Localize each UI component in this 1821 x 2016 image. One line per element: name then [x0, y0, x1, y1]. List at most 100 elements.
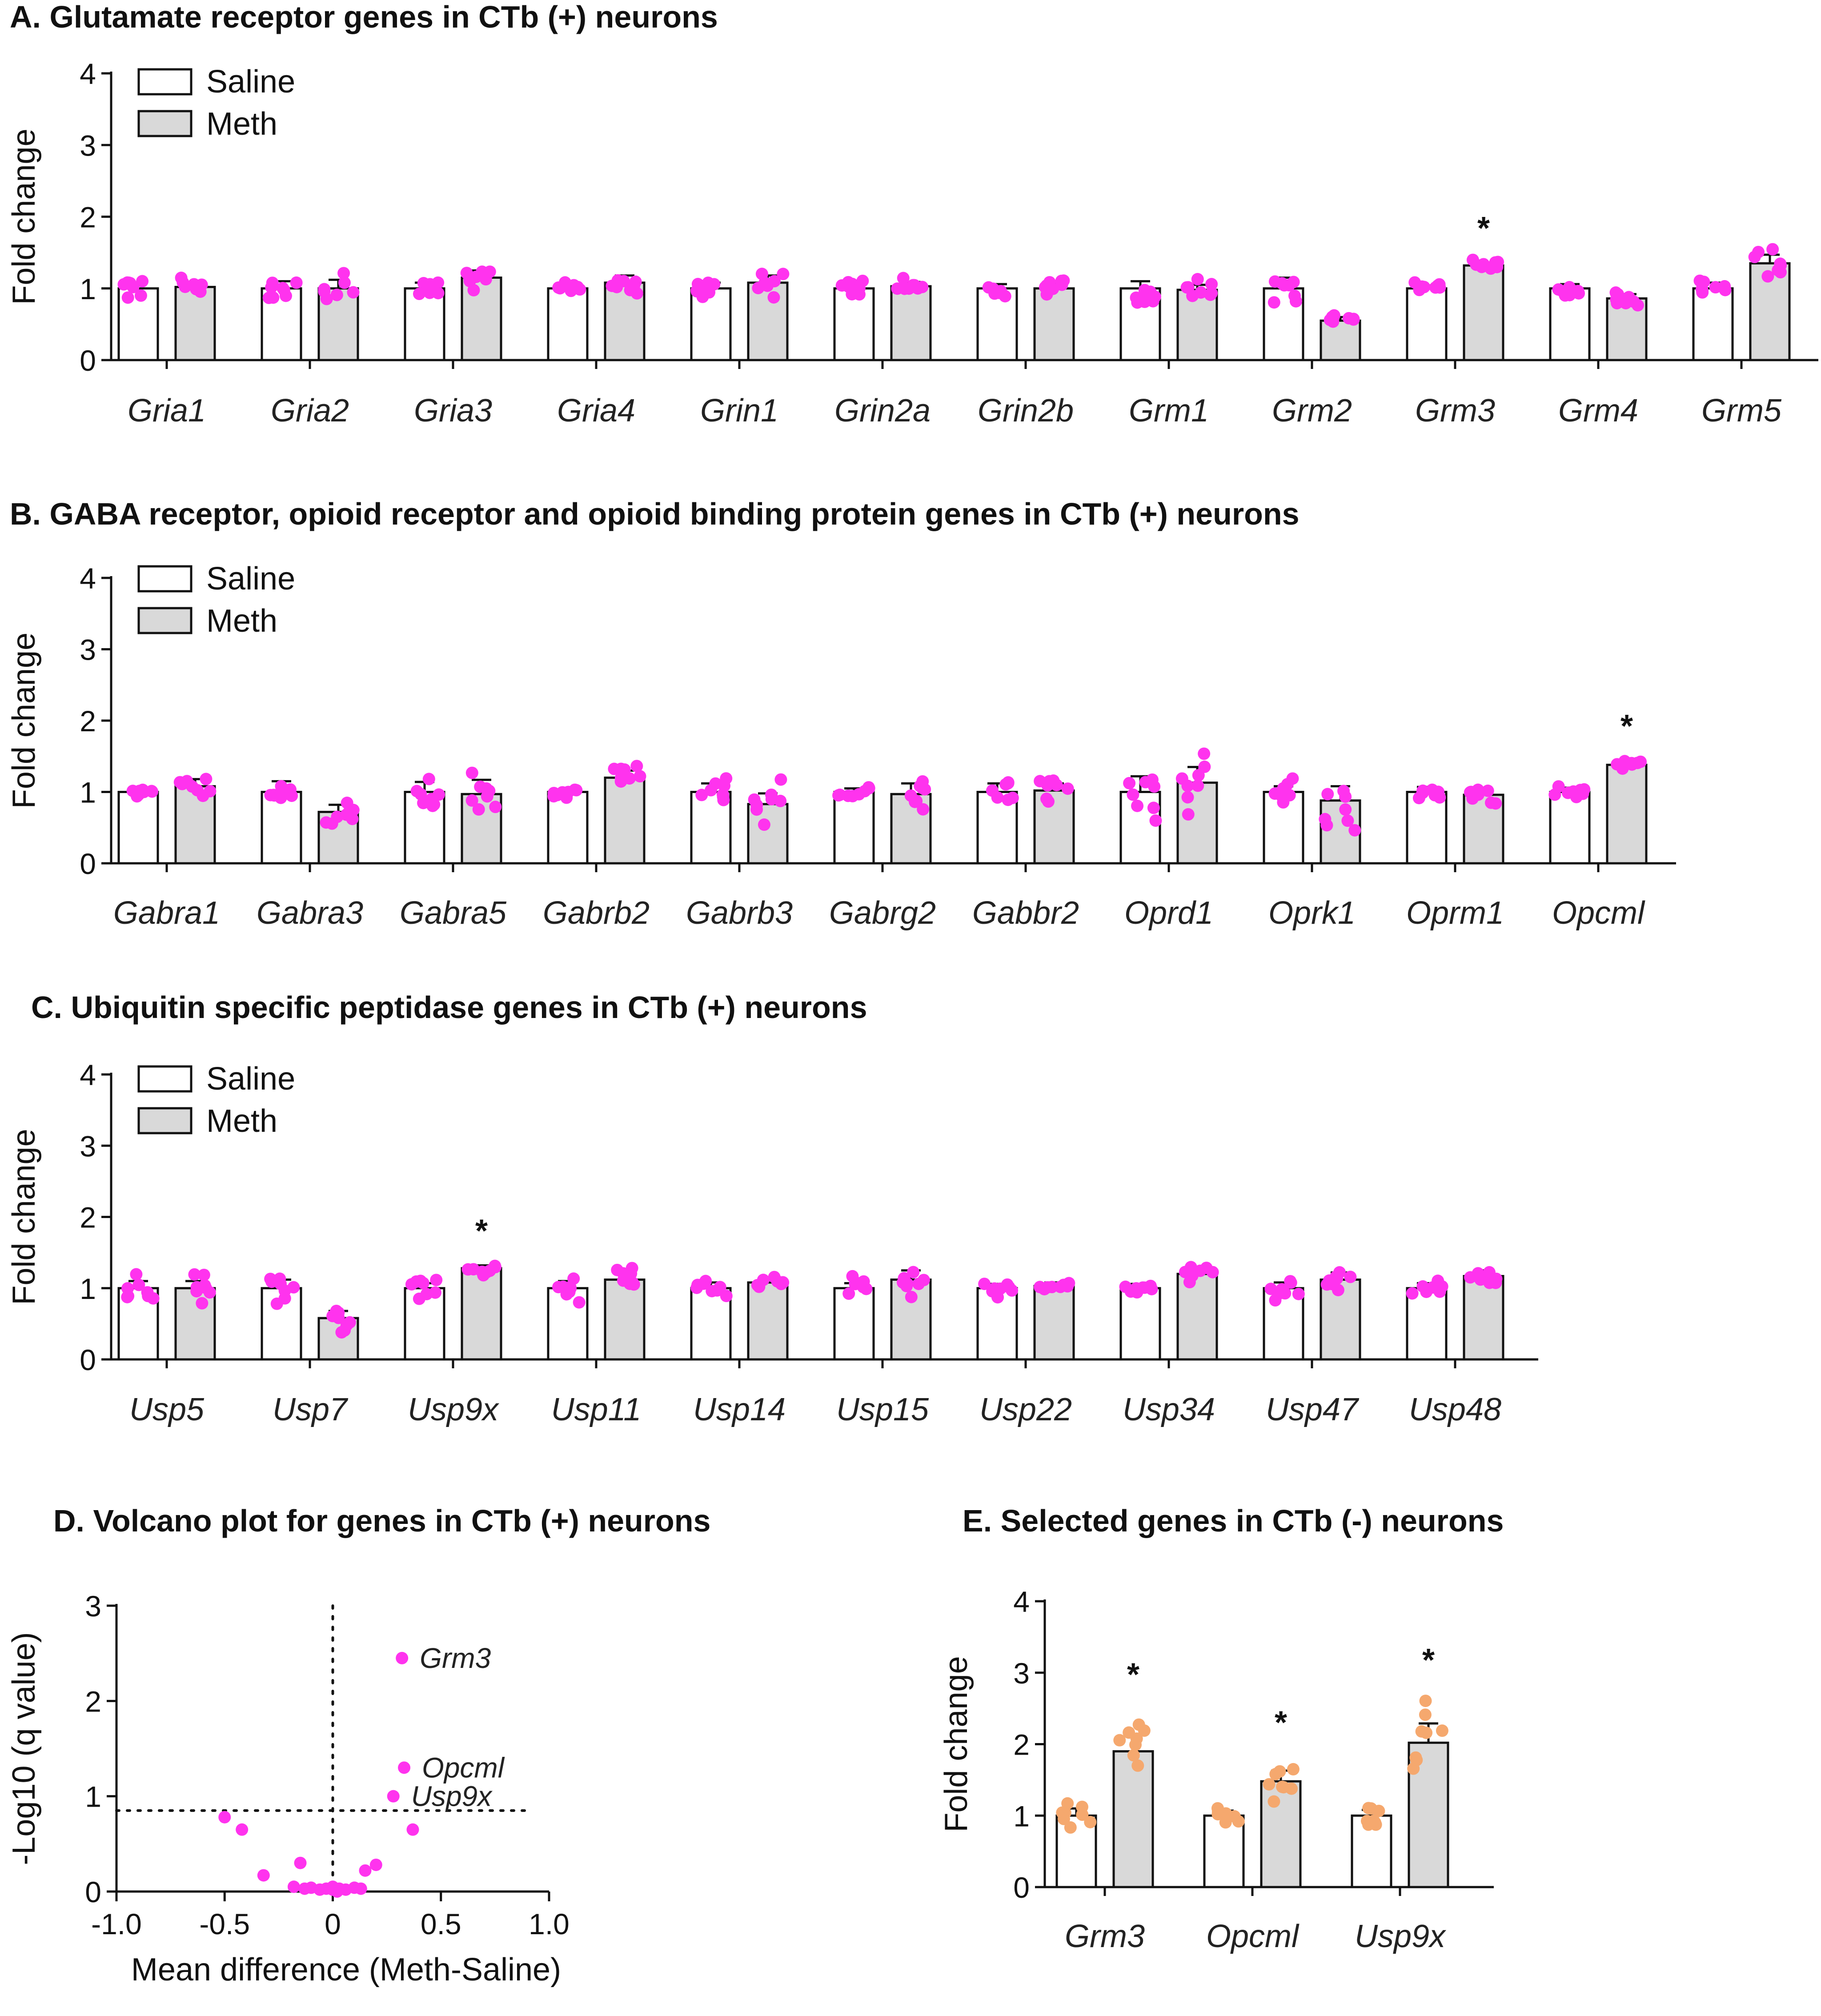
- data-dot: [832, 789, 845, 802]
- data-dot: [1186, 289, 1199, 302]
- data-dot: [1181, 779, 1194, 792]
- data-dot: [1148, 290, 1161, 303]
- volcano-point: [294, 1856, 307, 1869]
- data-dot: [1279, 1287, 1292, 1300]
- data-dot: [1034, 775, 1047, 788]
- legend-swatch-saline: [137, 565, 193, 593]
- data-dot: [134, 289, 147, 302]
- data-dot: [1407, 1762, 1420, 1775]
- bar-meth-Grin2b: [1033, 287, 1075, 361]
- data-dot: [1321, 788, 1334, 801]
- data-dot: [1123, 777, 1136, 790]
- data-dot: [634, 770, 646, 783]
- bar-saline-Usp7: [261, 1287, 302, 1361]
- data-dot: [1219, 1816, 1232, 1829]
- bar-meth-Grin2a: [890, 285, 932, 361]
- data-dot: [1333, 1266, 1346, 1279]
- data-dot: [569, 783, 582, 796]
- data-dot: [273, 1272, 286, 1285]
- category-label-Usp47: Usp47: [1266, 1392, 1360, 1427]
- data-dot: [860, 1283, 873, 1295]
- data-dot: [176, 778, 189, 790]
- y-tick-label: 2: [85, 1685, 101, 1718]
- data-dot: [197, 790, 209, 802]
- data-dot: [1611, 297, 1624, 309]
- category-label-Usp11: Usp11: [551, 1392, 642, 1427]
- data-dot: [1204, 289, 1217, 301]
- data-dot: [904, 789, 917, 802]
- data-dot: [1464, 786, 1477, 798]
- data-dot: [127, 281, 140, 293]
- data-dot: [465, 766, 478, 779]
- y-tick-label: 3: [85, 1590, 101, 1623]
- data-dot: [1113, 1734, 1126, 1747]
- data-dot: [200, 773, 213, 786]
- data-dot: [1362, 1802, 1375, 1815]
- significance-star: *: [1275, 1705, 1287, 1741]
- data-dot: [337, 267, 350, 280]
- data-dot: [188, 278, 201, 291]
- y-tick-label: 4: [80, 1058, 96, 1091]
- category-label-Oprm1: Oprm1: [1406, 895, 1504, 931]
- bar-saline-Usp15: [833, 1287, 875, 1361]
- data-dot: [1131, 1759, 1144, 1772]
- category-label-Usp9x: Usp9x: [1355, 1919, 1447, 1954]
- y-tick-label: 4: [80, 57, 96, 90]
- bar-meth-Usp34: [1176, 1273, 1218, 1361]
- y-axis-label: Fold change: [6, 1129, 42, 1305]
- y-tick-label: 3: [80, 633, 96, 666]
- data-dot: [1232, 1815, 1245, 1828]
- data-dot: [428, 798, 441, 811]
- data-dot: [706, 1285, 718, 1298]
- data-dot: [1433, 278, 1446, 291]
- bar-saline-Gria4: [547, 287, 589, 361]
- data-dot: [1339, 803, 1352, 816]
- data-dot: [270, 1297, 283, 1310]
- data-dot: [771, 1275, 784, 1288]
- category-label-Gabrg2: Gabrg2: [829, 895, 936, 931]
- data-dot: [571, 281, 584, 293]
- data-dot: [1619, 297, 1632, 309]
- data-dot: [142, 1290, 155, 1303]
- data-dot: [422, 773, 435, 786]
- data-dot: [410, 785, 423, 798]
- data-dot: [991, 791, 1004, 804]
- volcano-point: [287, 1880, 300, 1893]
- data-dot: [1084, 1816, 1097, 1828]
- data-dot: [614, 771, 627, 784]
- bar-meth-Usp9x: [461, 1267, 502, 1361]
- data-dot: [916, 281, 929, 293]
- significance-star: *: [475, 1214, 488, 1249]
- volcano-point: [396, 1651, 409, 1664]
- data-dot: [777, 268, 790, 281]
- bar-meth-Grin1: [747, 281, 789, 361]
- legend-swatch-saline: [137, 1065, 193, 1093]
- panel-title: B. GABA receptor, opioid receptor and op…: [10, 497, 1300, 531]
- category-label-Usp5: Usp5: [129, 1392, 205, 1427]
- legend-label-meth: Meth: [206, 106, 277, 142]
- data-dot: [916, 775, 929, 788]
- data-dot: [1609, 286, 1622, 299]
- data-dot: [1413, 284, 1426, 297]
- data-dot: [709, 777, 722, 790]
- data-dot: [121, 291, 134, 304]
- category-label-Gabra5: Gabra5: [400, 895, 507, 931]
- data-dot: [917, 1274, 930, 1287]
- y-tick-label: 1: [80, 1272, 96, 1305]
- data-dot: [610, 281, 623, 293]
- bar-meth-Gabrb2: [604, 776, 646, 865]
- category-label-Grm2: Grm2: [1272, 393, 1352, 429]
- bar-saline-Usp34: [1119, 1287, 1161, 1361]
- data-dot: [758, 818, 770, 831]
- category-label-Oprk1: Oprk1: [1268, 895, 1356, 931]
- data-dot: [1123, 1726, 1135, 1739]
- bar-saline-Gria3: [404, 287, 445, 361]
- category-label-Grin2a: Grin2a: [834, 393, 931, 429]
- data-dot: [121, 1291, 134, 1303]
- data-dot: [1046, 1281, 1059, 1294]
- category-label-Grm5: Grm5: [1701, 393, 1782, 429]
- data-dot: [1145, 1283, 1158, 1295]
- data-dot: [1625, 757, 1638, 770]
- data-dot: [1466, 253, 1479, 266]
- category-label-Usp15: Usp15: [836, 1392, 929, 1427]
